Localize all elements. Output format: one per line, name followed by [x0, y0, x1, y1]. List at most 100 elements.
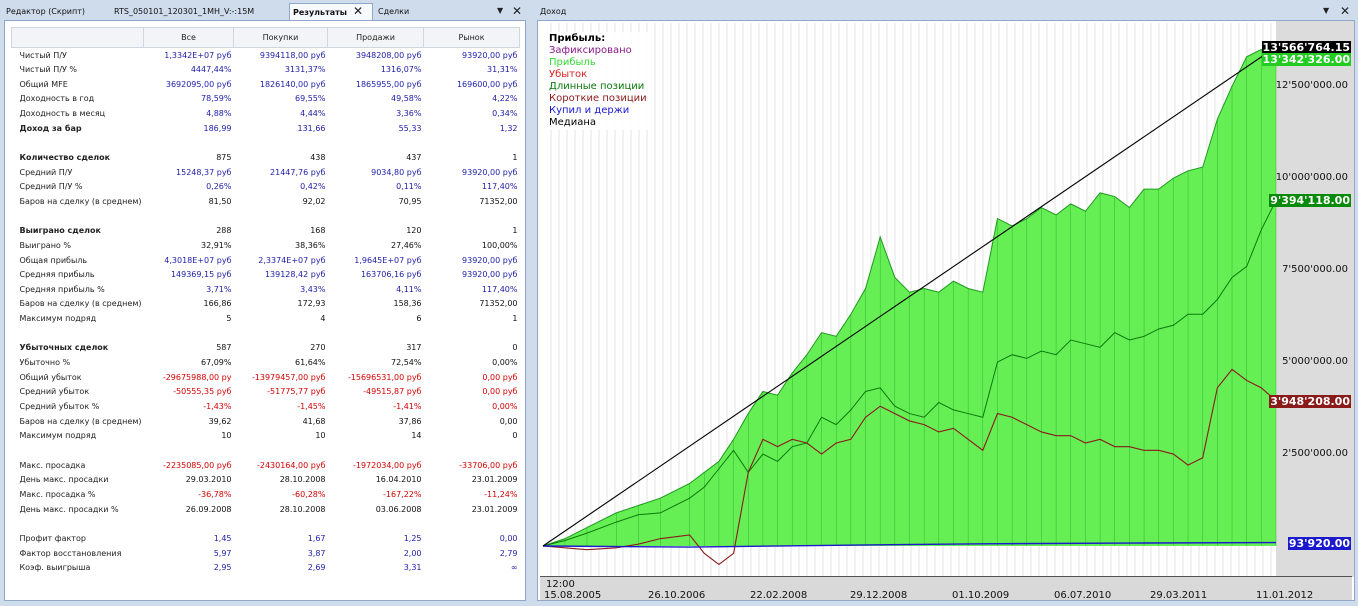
table-row[interactable]: Доходность в месяц 4,88% 4,44% 3,36% 0,34%: [12, 106, 520, 121]
cell-value: -1,41%: [393, 402, 422, 412]
x-tick-label: 06.07.2010: [1054, 590, 1112, 601]
cell-value: 93920,00 руб: [462, 270, 518, 280]
table-row[interactable]: Средний П/У % 0,26% 0,42% 0,11% 117,40%: [12, 179, 520, 194]
table-header-row: Все Покупки Продажи Рынок: [11, 27, 520, 48]
tab-income[interactable]: Доход: [540, 7, 567, 16]
table-row[interactable]: Выиграно сделок 288 168 120 1: [12, 223, 520, 238]
cell-value: 3,71%: [206, 284, 232, 294]
table-row[interactable]: Фактор восстановления 5,97 3,87 2,00 2,79: [12, 546, 520, 561]
cell-value: 28.10.2008: [279, 504, 326, 514]
row-label: Макс. просадка: [19, 460, 86, 470]
cell-value: 4: [320, 314, 326, 324]
close-icon[interactable]: ✕: [512, 4, 523, 18]
chevron-down-icon[interactable]: ▼: [497, 6, 504, 15]
table-row[interactable]: Убыточных сделок 587 270 317 0: [12, 341, 520, 356]
legend-item: Прибыль: [549, 57, 596, 68]
table-row[interactable]: [12, 209, 520, 224]
row-label: Средний убыток: [19, 387, 90, 397]
table-row[interactable]: Профит фактор 1,45 1,67 1,25 0,00: [12, 531, 520, 546]
cell-value: 1,9645E+07 руб: [354, 255, 422, 265]
table-row[interactable]: Средняя прибыль 149369,15 руб 139128,42 ру…: [12, 267, 520, 282]
cell-value: 32,91%: [200, 240, 232, 250]
cell-value: 03.06.2008: [375, 504, 422, 514]
cell-value: -2430164,00 руб: [256, 460, 326, 470]
row-label: День макс. просадки %: [19, 504, 119, 514]
cell-value: 117,40%: [481, 284, 518, 294]
row-label: Количество сделок: [19, 152, 111, 162]
cell-value: [424, 517, 520, 532]
table-row[interactable]: Средний убыток % -1,43% -1,45% -1,41% 0,00%: [12, 399, 520, 414]
table-row[interactable]: День макс. просадки 29.03.2010 28.10.2008 1…: [12, 473, 520, 488]
table-row[interactable]: Средний П/У 15248,37 руб 21447,76 руб 9034,…: [12, 165, 520, 180]
row-label: [12, 135, 144, 150]
table-row[interactable]: Чистый П/У % 4447,44% 3131,37% 1316,07% 31,3…: [12, 62, 520, 77]
table-row[interactable]: Макс. просадка % -36,78% -60,28% -167,22% -1…: [12, 487, 520, 502]
row-label: Максимум подряд: [19, 314, 97, 324]
table-row[interactable]: Баров на сделку (в среднем) 166,86 172,93 1…: [12, 297, 520, 312]
row-label: Доходность в год: [19, 94, 95, 104]
table-row[interactable]: Максимум подряд 5 4 6 1: [12, 311, 520, 326]
cell-value: [144, 326, 234, 341]
cell-value: 37,86: [398, 416, 422, 426]
table-row[interactable]: Баров на сделку (в среднем) 39,62 41,68 37,…: [12, 414, 520, 429]
table-row[interactable]: Чистый П/У 1,3342E+07 руб 9394118,00 руб 39…: [12, 48, 520, 63]
table-row[interactable]: Коэф. выигрыша 2,95 2,69 3,31 ∞: [12, 560, 520, 575]
table-row[interactable]: Средняя прибыль % 3,71% 3,43% 4,11% 117,40%: [12, 282, 520, 297]
table-row[interactable]: Общая прибыль 4,3018E+07 руб 2,3374E+07 ру…: [12, 253, 520, 268]
x-axis-time-label: 12:00: [546, 579, 575, 590]
table-row[interactable]: Доходность в год 78,59% 69,55% 49,58% 4,22%: [12, 91, 520, 106]
table-row[interactable]: Убыточно % 67,09% 61,64% 72,54% 0,00%: [12, 355, 520, 370]
row-label: Профит фактор: [19, 533, 86, 543]
cell-value: 1: [512, 314, 518, 324]
column-header[interactable]: Продажи: [327, 27, 424, 48]
cell-value: 9394118,00 руб: [259, 50, 326, 60]
x-axis: 12:00 15.08.2005 26.10.2006 22.02.2008 29.1…: [540, 576, 1352, 600]
column-header[interactable]: Все: [143, 27, 234, 48]
table-row[interactable]: Общий убыток -29675988,00 ру -13979457,00 …: [12, 370, 520, 385]
cell-value: 81,50: [208, 196, 232, 206]
close-icon[interactable]: ✕: [1340, 4, 1351, 18]
cell-value: 5: [226, 314, 232, 324]
cell-value: 21447,76 руб: [270, 167, 326, 177]
cell-value: [144, 209, 234, 224]
table-row[interactable]: Выиграно % 32,91% 38,36% 27,46% 100,00%: [12, 238, 520, 253]
y-tick-label: 12'500'000.00: [1275, 80, 1348, 92]
cell-value: [328, 326, 424, 341]
tab-results-label: Результаты: [293, 8, 347, 17]
table-row[interactable]: Максимум подряд 10 10 14 0: [12, 429, 520, 444]
table-row[interactable]: [12, 135, 520, 150]
chevron-down-icon[interactable]: ▼: [1323, 6, 1330, 15]
cell-value: 1,3342E+07 руб: [164, 50, 232, 60]
cell-value: 61,64%: [294, 358, 326, 368]
cell-value: -1972034,00 руб: [352, 460, 422, 470]
cell-value: [234, 135, 328, 150]
tab-editor[interactable]: Редактор (Скрипт): [6, 7, 86, 16]
table-row[interactable]: Баров на сделку (в среднем) 81,50 92,02 70,…: [12, 194, 520, 209]
y-tick-label: 10'000'000.00: [1275, 172, 1348, 184]
table-row[interactable]: День макс. просадки % 26.09.2008 28.10.200…: [12, 502, 520, 517]
y-tick-label: 7'500'000.00: [1282, 264, 1348, 276]
table-row[interactable]: [12, 517, 520, 532]
close-icon[interactable]: ✕: [353, 4, 364, 18]
profit-line: [542, 48, 1277, 547]
cell-value: -167,22%: [383, 490, 422, 500]
tab-file[interactable]: RTS_050101_120301_1MH_V:-:15M: [114, 7, 255, 16]
tab-deals[interactable]: Сделки: [378, 7, 410, 16]
table-row[interactable]: Средний убыток -50555,35 руб -51775,77 руб…: [12, 385, 520, 400]
cell-value: 71352,00: [479, 299, 518, 309]
row-label: Доходность в месяц: [19, 108, 106, 118]
cell-value: 270: [310, 343, 326, 353]
table-row[interactable]: Макс. просадка -2235085,00 руб -2430164,00…: [12, 458, 520, 473]
table-row[interactable]: [12, 443, 520, 458]
table-row[interactable]: Доход за бар 186,99 131,66 55,33 1,32: [12, 121, 520, 136]
table-row[interactable]: Количество сделок 875 438 437 1: [12, 150, 520, 165]
x-tick-label: 29.12.2008: [850, 590, 908, 601]
column-header[interactable]: Рынок: [423, 27, 520, 48]
cell-value: 3,87: [307, 548, 326, 558]
tab-results[interactable]: Результаты: [289, 3, 373, 20]
table-row[interactable]: [12, 326, 520, 341]
column-header[interactable]: Покупки: [233, 27, 328, 48]
cell-value: 172,93: [297, 299, 326, 309]
table-row[interactable]: Общий MFE 3692095,00 руб 1826140,00 руб 186…: [12, 77, 520, 92]
cell-value: 169600,00 руб: [456, 79, 518, 89]
